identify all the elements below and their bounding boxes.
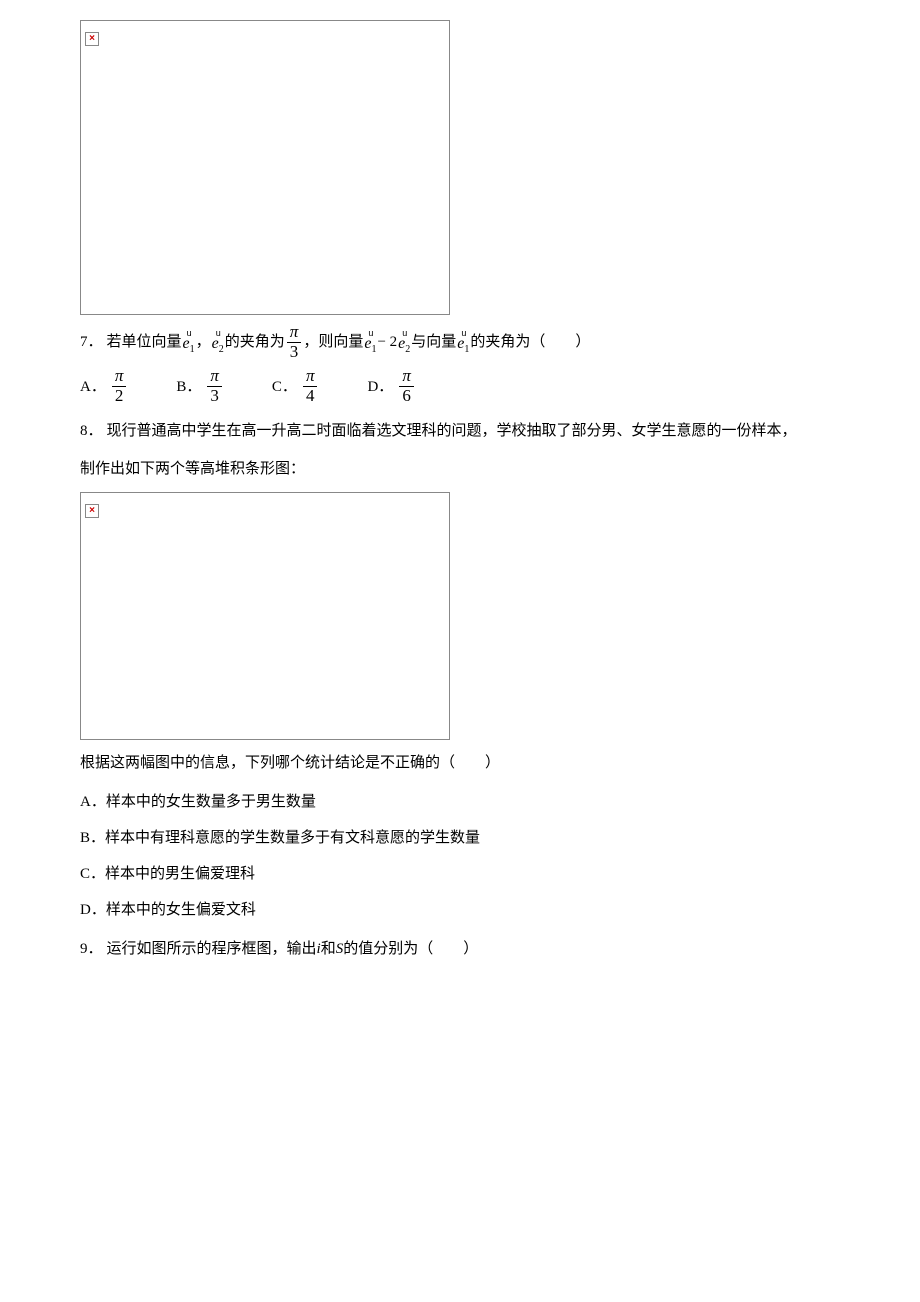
q7-option-a: A． π 2 (80, 367, 128, 405)
frac-den: 4 (303, 387, 318, 406)
q7-number: 7． (80, 330, 103, 354)
opt-label: D． (367, 375, 393, 399)
frac-den: 3 (207, 387, 222, 406)
frac-den: 3 (287, 343, 302, 362)
fraction-pi-3: π 3 (287, 323, 302, 361)
q8-option-b: B．样本中有理科意愿的学生数量多于有文科意愿的学生数量 (80, 826, 840, 850)
q9-text1: 运行如图所示的程序框图，输出 (107, 941, 317, 957)
q7-options: A． π 2 B． π 3 C． π 4 D． π 6 (80, 367, 840, 405)
figure-placeholder-2: × (80, 492, 450, 740)
question-7: 7． 若单位向量 u e1 ， u e2 的夹角为 π 3 ， 则向量 u e1… (80, 323, 840, 361)
vec-sub: 1 (190, 344, 195, 355)
q7-text1: 若单位向量 (107, 330, 182, 354)
frac-den: 6 (399, 387, 414, 406)
vector-e2b: u e2 (398, 329, 410, 355)
q7-text2: 的夹角为 (225, 330, 285, 354)
q8-text2: 制作出如下两个等高堆积条形图： (80, 454, 840, 484)
vector-e1: u e1 (183, 329, 195, 355)
opt-label: A． (80, 375, 106, 399)
opt-label: C． (272, 375, 297, 399)
q8-option-a: A．样本中的女生数量多于男生数量 (80, 790, 840, 814)
q7-option-d: D． π 6 (367, 367, 415, 405)
vector-e1b: u e1 (364, 329, 376, 355)
q7-option-b: B． π 3 (176, 367, 224, 405)
q8-option-c: C．样本中的男生偏爱理科 (80, 862, 840, 886)
question-8: 8．现行普通高中学生在高一升高二时面临着选文理科的问题，学校抽取了部分男、女学生… (80, 416, 840, 446)
figure-placeholder-1: × (80, 20, 450, 315)
frac-num: π (287, 323, 302, 343)
comma: ， (303, 330, 318, 354)
q8-text1: 现行普通高中学生在高一升高二时面临着选文理科的问题，学校抽取了部分男、女学生意愿… (107, 423, 797, 439)
vec-sub: 2 (219, 344, 224, 355)
vector-e2: u e2 (212, 329, 224, 355)
vec-sub: 1 (464, 344, 469, 355)
frac-num: π (112, 367, 127, 387)
broken-image-icon: × (85, 32, 99, 46)
frac-pi-2: π 2 (112, 367, 127, 405)
question-9: 9．运行如图所示的程序框图，输出i和S的值分别为（ ） (80, 934, 840, 964)
vec-e: e (183, 335, 190, 352)
frac-pi-3: π 3 (207, 367, 222, 405)
q7-option-c: C． π 4 (272, 367, 320, 405)
q8-options: A．样本中的女生数量多于男生数量 B．样本中有理科意愿的学生数量多于有文科意愿的… (80, 790, 840, 922)
frac-num: π (399, 367, 414, 387)
q7-text4: 与向量 (411, 330, 456, 354)
q9-text3: 的值分别为（ ） (343, 941, 478, 957)
vec-sub: 2 (405, 344, 410, 355)
vec-e: e (212, 335, 219, 352)
vec-sub: 1 (371, 344, 376, 355)
broken-image-icon: × (85, 504, 99, 518)
vector-e1c: u e1 (457, 329, 469, 355)
opt-label: B． (176, 375, 201, 399)
frac-pi-4: π 4 (303, 367, 318, 405)
comma: ， (196, 330, 211, 354)
frac-num: π (303, 367, 318, 387)
minus-2: − 2 (377, 330, 397, 354)
q8-option-d: D．样本中的女生偏爱文科 (80, 898, 840, 922)
q8-number: 8． (80, 423, 103, 439)
frac-num: π (207, 367, 222, 387)
q7-text3: 则向量 (318, 330, 363, 354)
q8-text3: 根据这两幅图中的信息，下列哪个统计结论是不正确的（ ） (80, 748, 840, 778)
q9-text2: 和 (321, 941, 336, 957)
q9-number: 9． (80, 941, 103, 957)
frac-pi-6: π 6 (399, 367, 414, 405)
q7-text5: 的夹角为（ ） (470, 330, 590, 354)
frac-den: 2 (112, 387, 127, 406)
